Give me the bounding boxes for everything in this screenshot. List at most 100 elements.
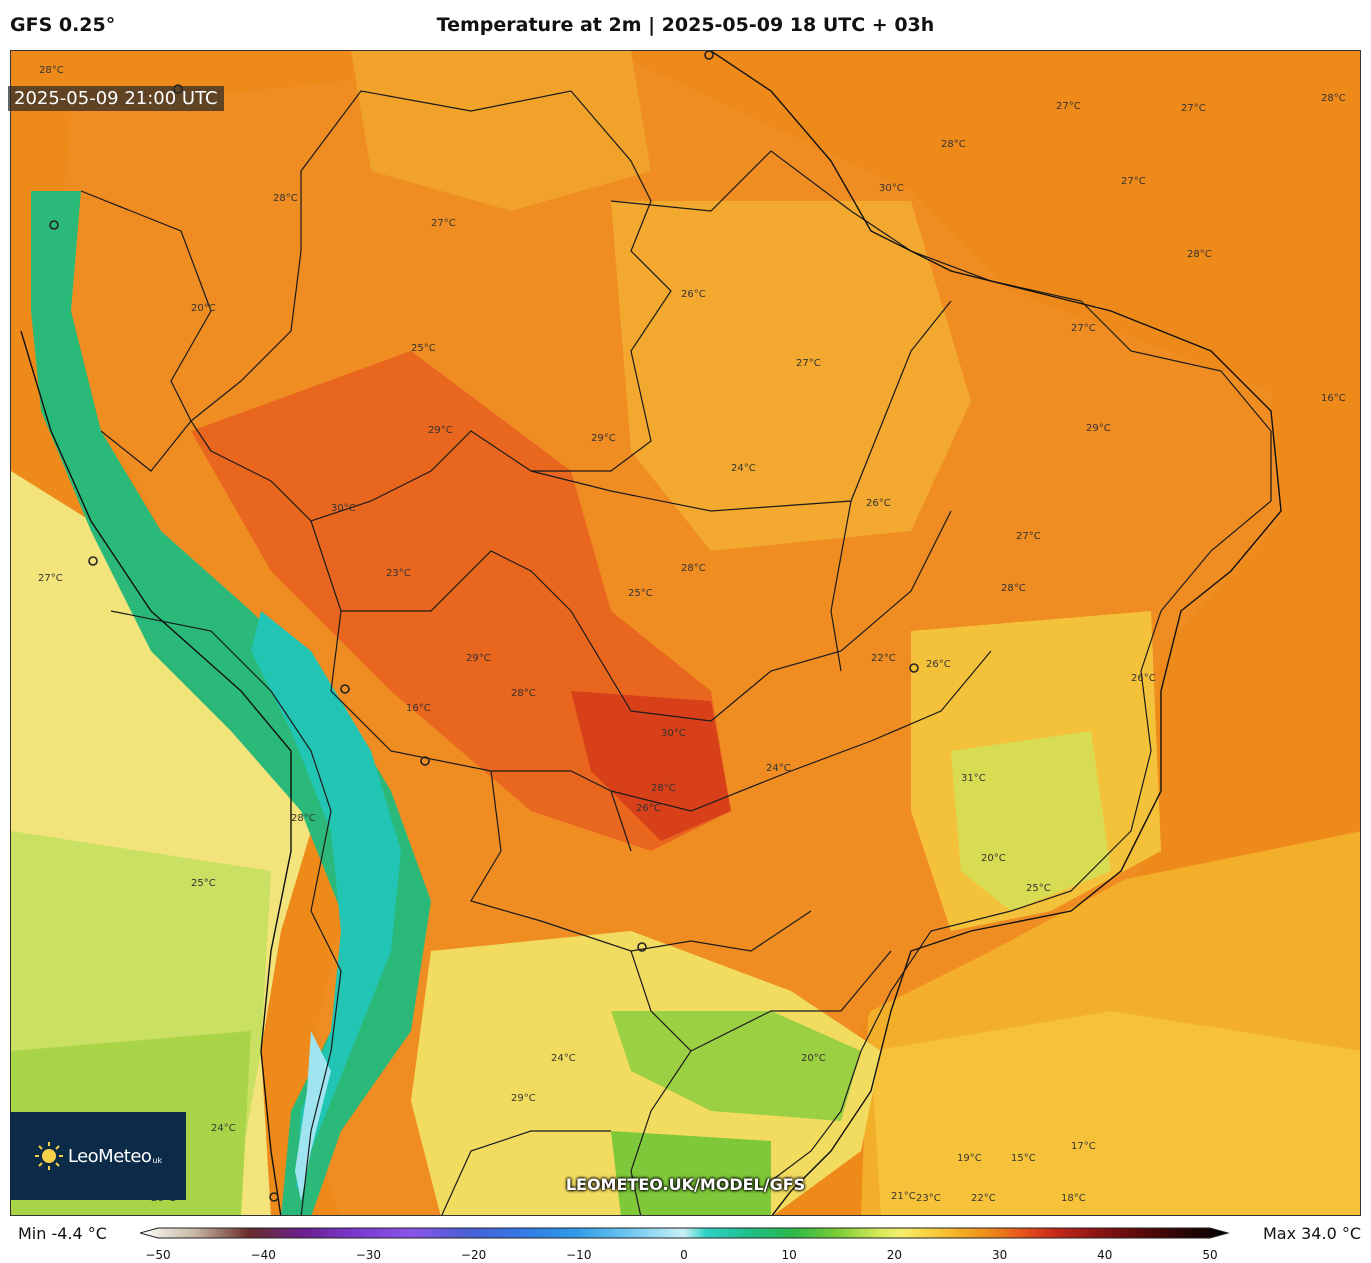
isotherm-label: 29°C: [511, 1093, 536, 1104]
isotherm-label: 28°C: [651, 783, 676, 794]
isotherm-label: 20°C: [191, 303, 216, 314]
isotherm-label: 30°C: [879, 183, 904, 194]
colorbar-tick-label: −40: [250, 1248, 276, 1262]
colorbar-tick-label: 30: [991, 1248, 1008, 1262]
isotherm-label: 30°C: [331, 503, 356, 514]
isotherm-label: 28°C: [1001, 583, 1026, 594]
isotherm-labels: 28°C 27°C 27°C 28°C 27°C 28°C 28°C 30°C 27°C 28°C…: [38, 65, 1346, 1204]
colorbar-tick-label: −30: [355, 1248, 382, 1262]
temperature-map[interactable]: 28°C 27°C 27°C 28°C 27°C 28°C 28°C 30°C 27°C 28°C…: [10, 50, 1361, 1216]
colorbar-tick-label: 10: [781, 1248, 797, 1262]
city-marker[interactable]: [269, 1192, 279, 1202]
city-marker[interactable]: [704, 51, 714, 60]
model-name: GFS 0.25°: [10, 14, 116, 36]
rio-grande-sul-area: [611, 1011, 861, 1121]
guiana-area: [351, 51, 651, 211]
isotherm-label: 29°C: [591, 433, 616, 444]
colorbar: [140, 1227, 1230, 1239]
colorbar-tick-label: 50: [1202, 1248, 1218, 1262]
isotherm-label: 21°C: [891, 1191, 916, 1202]
isotherm-label: 29°C: [1086, 423, 1111, 434]
hot-core-area: [571, 691, 731, 841]
isotherm-label: 26°C: [636, 803, 661, 814]
colorbar-tick-label: −50: [145, 1248, 171, 1262]
andes-area: [31, 191, 431, 1215]
isotherm-label: 26°C: [1131, 673, 1156, 684]
min-temperature: Min -4.4 °C: [18, 1224, 107, 1243]
leometeo-logo[interactable]: LeoMeteo uk: [10, 1112, 186, 1200]
highland-cool-area: [951, 731, 1111, 911]
isotherm-label: 23°C: [386, 568, 411, 579]
central-brazil-area: [611, 201, 971, 551]
isotherm-label: 28°C: [1321, 93, 1346, 104]
source-watermark[interactable]: LEOMETEO.UK/MODEL/GFS: [565, 1175, 806, 1194]
isotherm-label: 27°C: [38, 573, 63, 584]
colorbar-tick-label: −10: [566, 1248, 592, 1262]
isotherm-label: 22°C: [971, 1193, 996, 1204]
isotherm-label: 28°C: [273, 193, 298, 204]
isotherm-label: 22°C: [871, 653, 896, 664]
isotherm-label: 31°C: [961, 773, 986, 784]
max-temperature: Max 34.0 °C: [1262, 1224, 1361, 1243]
colorbar-tick-label: 20: [886, 1248, 903, 1262]
isotherm-label: 18°C: [1061, 1193, 1086, 1204]
city-marker[interactable]: [340, 684, 350, 694]
isotherm-label: 16°C: [1321, 393, 1346, 404]
isotherm-label: 27°C: [431, 218, 456, 229]
city-marker[interactable]: [909, 663, 919, 673]
isotherm-label: 27°C: [1181, 103, 1206, 114]
city-marker[interactable]: [88, 556, 98, 566]
city-marker[interactable]: [49, 220, 59, 230]
isotherm-label: 24°C: [211, 1123, 236, 1134]
colorbar-tick-label: 40: [1097, 1248, 1113, 1262]
isotherm-label: 29°C: [466, 653, 491, 664]
isotherm-label: 20°C: [801, 1053, 826, 1064]
isotherm-label: 28°C: [941, 139, 966, 150]
isotherm-label: 28°C: [39, 65, 64, 76]
isotherm-label: 27°C: [1071, 323, 1096, 334]
isotherm-label: 17°C: [1071, 1141, 1096, 1152]
valid-time-label: 2025-05-09 21:00 UTC: [8, 86, 224, 111]
isotherm-label: 26°C: [866, 498, 891, 509]
colorbar-tick-label: 0: [680, 1248, 688, 1262]
isotherm-label: 28°C: [291, 813, 316, 824]
isotherm-label: 23°C: [916, 1193, 941, 1204]
colorbar-legend: Min -4.4 °C −50 −40 −30 −20 −10 0 10 20 30 40 50 M…: [0, 1216, 1371, 1263]
uruguay-area: [611, 1131, 771, 1215]
city-marker[interactable]: [420, 756, 430, 766]
isotherm-label: 19°C: [957, 1153, 982, 1164]
city-marker[interactable]: [637, 942, 647, 952]
isotherm-label: 15°C: [1011, 1153, 1036, 1164]
isotherm-label: 28°C: [511, 688, 536, 699]
isotherm-label: 28°C: [681, 563, 706, 574]
colorbar-gradient: [140, 1227, 1230, 1239]
sun-icon: [34, 1142, 63, 1170]
coastlines: [20, 51, 1282, 1215]
logo-text: LeoMeteo: [67, 1145, 152, 1167]
andes-peak-area: [295, 1031, 331, 1201]
andes-high-area: [251, 611, 401, 1191]
atlantic-far-south-area: [871, 1011, 1360, 1215]
isotherm-label: 25°C: [411, 343, 436, 354]
isotherm-label: 27°C: [1056, 101, 1081, 112]
isotherm-label: 29°C: [428, 425, 453, 436]
isotherm-label: 26°C: [926, 659, 951, 670]
isotherm-label: 16°C: [406, 703, 431, 714]
chart-title: Temperature at 2m | 2025-05-09 18 UTC + …: [436, 14, 935, 36]
isotherm-label: 26°C: [681, 289, 706, 300]
isotherm-label: 24°C: [551, 1053, 576, 1064]
isotherm-label: 30°C: [661, 728, 686, 739]
isotherm-label: 25°C: [191, 878, 216, 889]
isotherm-label: 25°C: [628, 588, 653, 599]
isotherm-label: 24°C: [766, 763, 791, 774]
isotherm-label: 28°C: [1187, 249, 1212, 260]
map-canvas: 28°C 27°C 27°C 28°C 27°C 28°C 28°C 30°C 27°C 28°C…: [11, 51, 1360, 1215]
isotherm-label: 27°C: [1121, 176, 1146, 187]
isotherm-label: 27°C: [1016, 531, 1041, 542]
country-borders: [80, 90, 1272, 1215]
logo-suffix: uk: [152, 1155, 163, 1165]
header: GFS 0.25° Temperature at 2m | 2025-05-09…: [0, 0, 1371, 50]
colorbar-tick-label: −20: [460, 1248, 487, 1262]
isotherm-label: 24°C: [731, 463, 756, 474]
isotherm-label: 27°C: [796, 358, 821, 369]
